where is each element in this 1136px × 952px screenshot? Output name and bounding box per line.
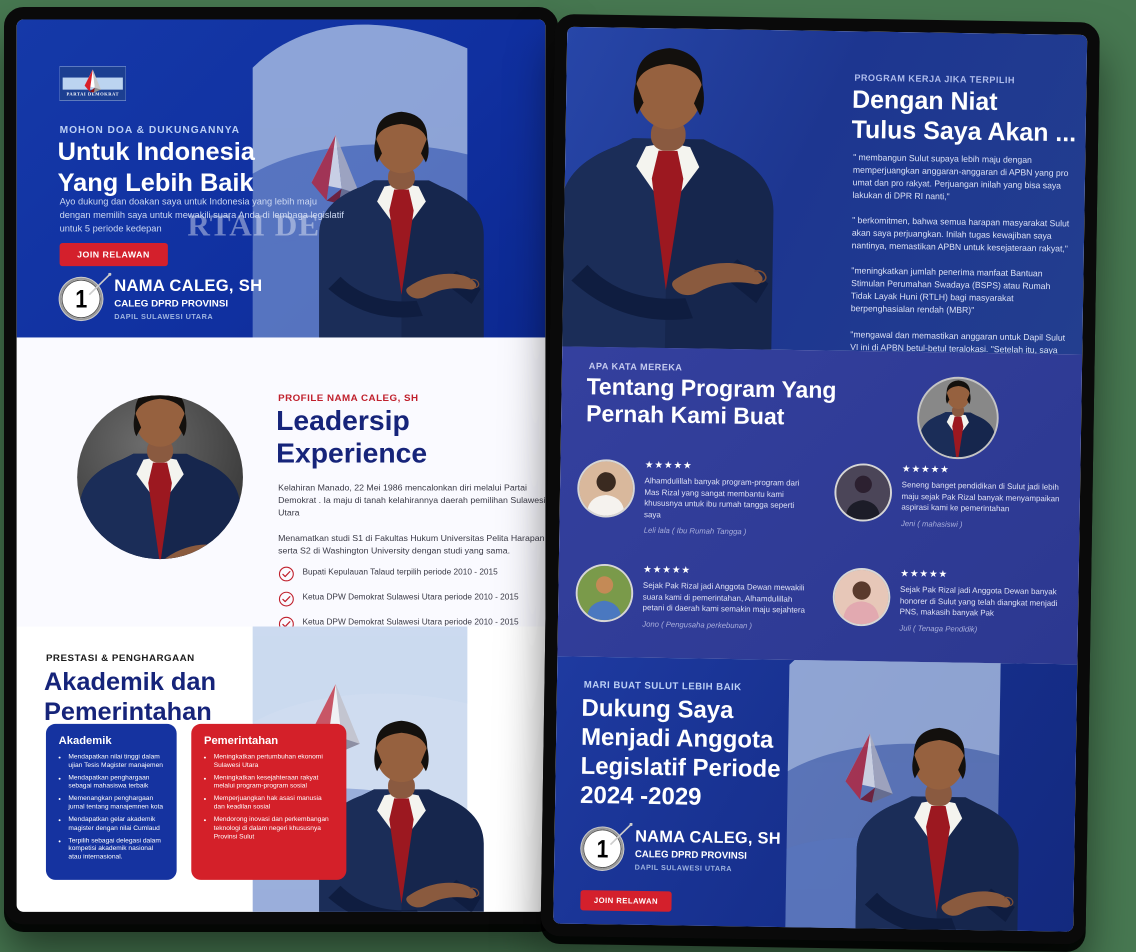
- svg-text:PARTAI DEMOKRAT: PARTAI DEMOKRAT: [66, 92, 119, 97]
